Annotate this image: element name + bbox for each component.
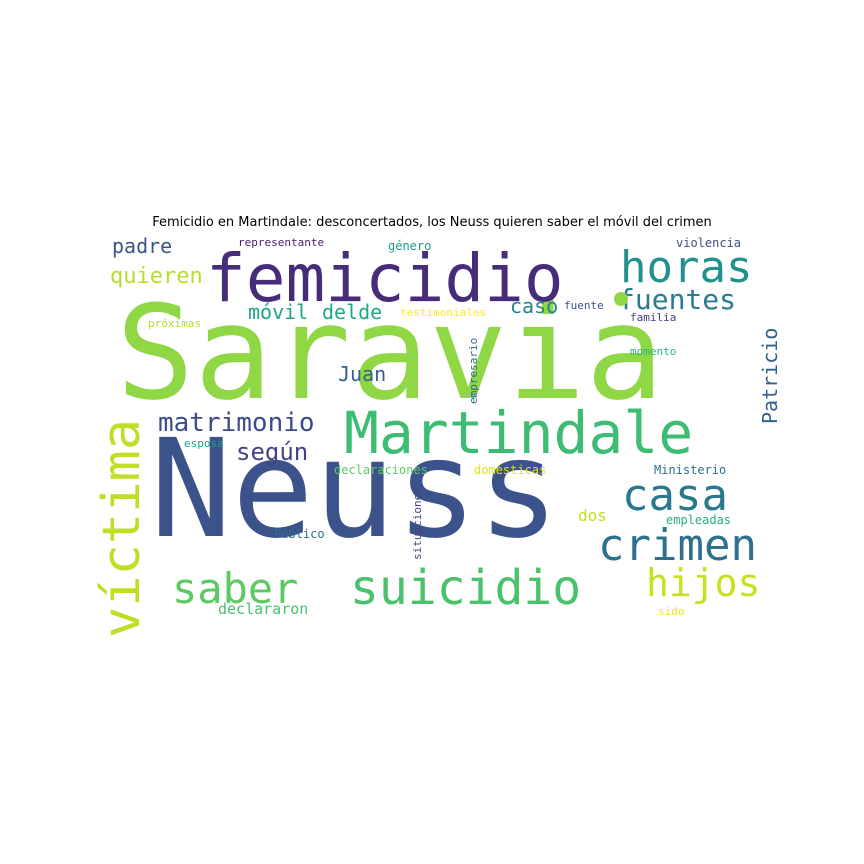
word-femicidio: femicidio (206, 240, 564, 317)
word-genero: género (388, 239, 432, 253)
word-dot (614, 292, 628, 306)
word-ministerio: Ministerio (654, 463, 727, 477)
word-representante: representante (238, 236, 325, 249)
word-declaraciones: declaraciones (334, 463, 428, 477)
word-caso: caso (510, 294, 559, 318)
word-hijos: hijos (646, 561, 761, 605)
word-publico: Público (274, 527, 325, 541)
word-patricio: Patricio (758, 327, 782, 424)
word-saravia: Saravia (116, 277, 664, 429)
word-violencia: violencia (676, 236, 742, 250)
word-fuentes: fuentes (618, 283, 737, 316)
word-proximas: próximas (148, 317, 201, 330)
word-sido: sido (658, 605, 685, 618)
word-padre: padre (112, 234, 173, 258)
word-familia: familia (630, 311, 677, 324)
word-saber: saber (172, 564, 299, 613)
word-casa: casa (622, 470, 728, 521)
word-dos: dos (578, 506, 607, 525)
word-movil: móvil (248, 300, 309, 324)
word-quieren: quieren (110, 264, 203, 289)
word-segun: según (236, 438, 309, 466)
word-empleadas: empleadas (666, 513, 732, 527)
word-suicidio: suicidio (350, 560, 582, 616)
word-momento: momento (630, 345, 677, 358)
word-esposa: esposa (184, 437, 224, 450)
word-domesticas: domésticas (474, 463, 547, 477)
word-fuente: fuente (564, 299, 604, 312)
word-matrimonio: matrimonio (158, 408, 315, 438)
word-situaciones: situaciones (411, 487, 424, 560)
word-crimen: crimen (598, 520, 757, 571)
word-victima: víctima (92, 418, 152, 638)
word-juan: Juan (338, 362, 387, 386)
word-horas: horas (620, 242, 753, 293)
word-empresario: empresario (467, 337, 480, 404)
word-declararon: declararon (218, 600, 309, 618)
chart-title: Femicidio en Martindale: desconcertados,… (152, 215, 712, 230)
word-neuss: Neuss (150, 411, 560, 569)
word-delde: delde (322, 300, 383, 324)
word-cloud: Saravia Neuss femicidio Martindale suici… (92, 234, 782, 662)
word-testimoniales: testimoniales (400, 306, 487, 319)
word-martindale: Martindale (344, 399, 694, 467)
